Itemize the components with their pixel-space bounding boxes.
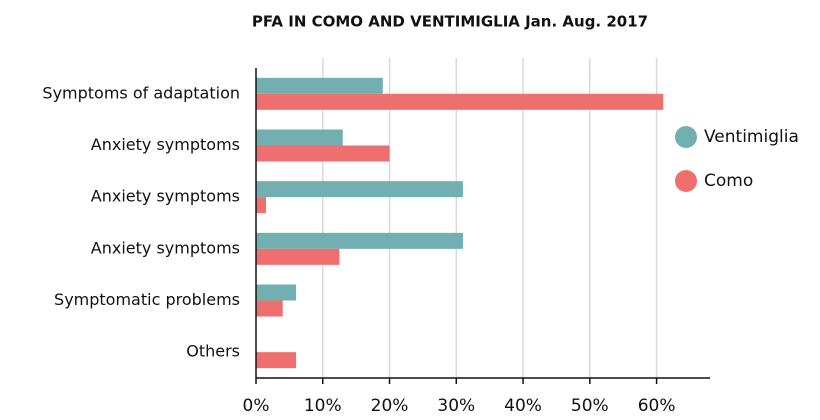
chart-title: PFA IN COMO AND VENTIMIGLIA Jan. Aug. 20… (252, 13, 648, 31)
x-tick-label: 20% (371, 396, 409, 416)
y-tick-label: Anxiety symptoms (91, 135, 240, 154)
bar (256, 129, 343, 146)
x-tick-label: 50% (571, 396, 609, 416)
bar (256, 145, 390, 162)
legend-label: Ventimiglia (704, 127, 799, 147)
y-tick-label: Symptoms of adaptation (42, 83, 240, 102)
y-tick-label: Others (186, 342, 240, 361)
bar (256, 300, 283, 317)
bar (256, 284, 297, 301)
legend-marker (675, 170, 697, 192)
x-tick-label: 0% (243, 396, 270, 416)
bar (256, 77, 383, 94)
bar (256, 248, 340, 265)
y-tick-label: Anxiety symptoms (91, 238, 240, 257)
bar (256, 197, 267, 214)
x-tick-label: 10% (304, 396, 342, 416)
x-tick-label: 30% (437, 396, 475, 416)
y-tick-label: Anxiety symptoms (91, 187, 240, 206)
x-tick-label: 40% (504, 396, 542, 416)
x-tick-label: 60% (638, 396, 676, 416)
legend-label: Como (704, 171, 753, 191)
bar (256, 93, 664, 110)
y-tick-label: Symptomatic problems (54, 290, 240, 309)
bar (256, 232, 463, 249)
legend-marker (675, 126, 697, 148)
bar (256, 352, 297, 369)
bar (256, 181, 463, 198)
